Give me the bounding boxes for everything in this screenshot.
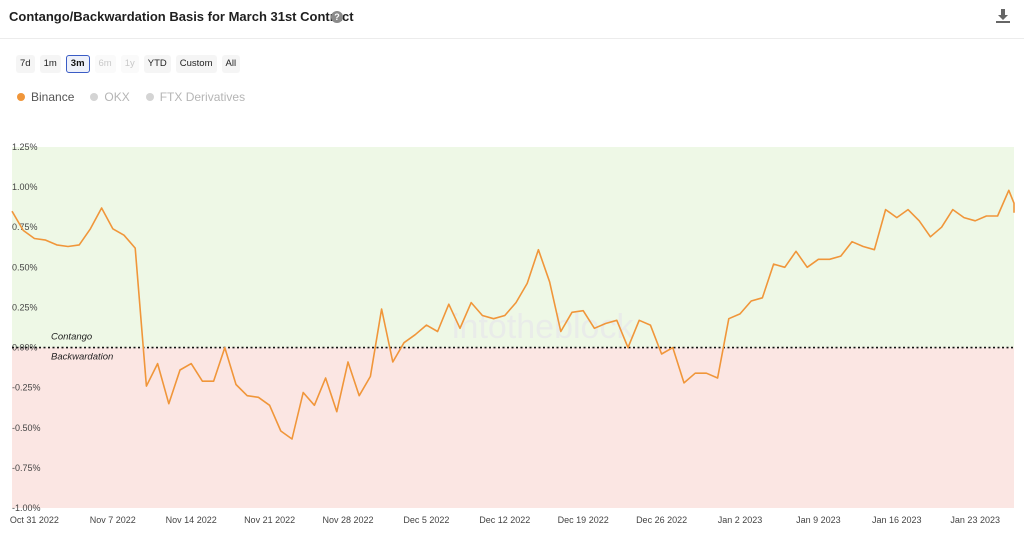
x-tick-label: Nov 14 2022 xyxy=(166,515,217,525)
y-axis: 1.25% 1.00% 0.75% 0.50% 0.25% 0.00% -0.25% -0.5… xyxy=(12,142,41,513)
contango-label: Contango xyxy=(51,332,92,343)
backwardation-zone xyxy=(12,347,1014,508)
range-1y-button: 1y xyxy=(120,55,139,73)
chart-header: Contango/Backwardation Basis for March 3… xyxy=(0,0,1024,39)
watermark: intotheblock xyxy=(452,308,634,346)
y-tick-label: -1.00% xyxy=(12,503,41,513)
y-tick-label: -0.75% xyxy=(12,463,41,473)
range-3m-button[interactable]: 3m xyxy=(65,55,90,73)
range-all-button[interactable]: All xyxy=(221,55,241,73)
x-tick-label: Jan 16 2023 xyxy=(872,515,922,525)
y-tick-label: 0.25% xyxy=(12,302,38,312)
x-axis: Oct 31 2022 Nov 7 2022 Nov 14 2022 Nov 21 2… xyxy=(10,515,1000,525)
x-tick-label: Dec 5 2022 xyxy=(403,515,449,525)
watermark-text: intotheblock xyxy=(452,308,634,346)
backwardation-label: Backwardation xyxy=(51,352,113,363)
range-6m-button: 6m xyxy=(94,55,116,73)
y-tick-label: 0.00% xyxy=(12,343,38,353)
legend-label-ftx-derivatives: FTX Derivatives xyxy=(159,90,246,104)
legend-dot-okx xyxy=(90,93,99,101)
x-tick-label: Jan 9 2023 xyxy=(796,515,841,525)
legend-item-okx[interactable]: OKX xyxy=(90,90,130,104)
y-tick-label: 0.50% xyxy=(12,262,38,272)
x-tick-label: Dec 12 2022 xyxy=(479,515,530,525)
help-icon[interactable]: ? xyxy=(331,11,343,23)
range-ytd-button[interactable]: YTD xyxy=(143,55,171,73)
x-tick-label: Nov 28 2022 xyxy=(322,515,373,525)
legend-item-binance[interactable]: Binance xyxy=(17,90,74,104)
series-line-binance[interactable] xyxy=(11,189,1015,440)
x-tick-label: Jan 2 2023 xyxy=(718,515,763,525)
download-icon[interactable] xyxy=(995,8,1011,24)
x-tick-label: Oct 31 2022 xyxy=(10,515,59,525)
y-tick-label: 0.75% xyxy=(12,222,38,232)
legend-dot-ftx-derivatives xyxy=(145,93,154,101)
legend-dot-binance xyxy=(17,93,25,101)
x-tick-label: Jan 23 2023 xyxy=(950,515,1000,525)
y-tick-label: -0.25% xyxy=(12,383,41,393)
y-tick-label: 1.00% xyxy=(12,182,38,192)
range-custom-button[interactable]: Custom xyxy=(175,55,217,73)
legend-item-ftx-derivatives[interactable]: FTX Derivatives xyxy=(145,90,246,104)
y-tick-label: 1.25% xyxy=(12,142,38,152)
x-tick-label: Nov 7 2022 xyxy=(90,515,136,525)
legend-label-binance: Binance xyxy=(31,90,75,104)
y-tick-label: -0.50% xyxy=(12,423,41,433)
range-7d-button[interactable]: 7d xyxy=(16,55,35,73)
time-range-selector: 7d 1m 3m 6m 1y YTD Custom All xyxy=(16,55,241,74)
chart-title: Contango/Backwardation Basis for March 3… xyxy=(9,9,354,24)
range-1m-button[interactable]: 1m xyxy=(39,55,61,73)
x-tick-label: Nov 21 2022 xyxy=(244,515,295,525)
x-tick-label: Dec 26 2022 xyxy=(636,515,687,525)
x-tick-label: Dec 19 2022 xyxy=(558,515,609,525)
chart-legend: Binance OKX FTX Derivatives xyxy=(17,90,245,104)
legend-label-okx: OKX xyxy=(104,90,130,104)
